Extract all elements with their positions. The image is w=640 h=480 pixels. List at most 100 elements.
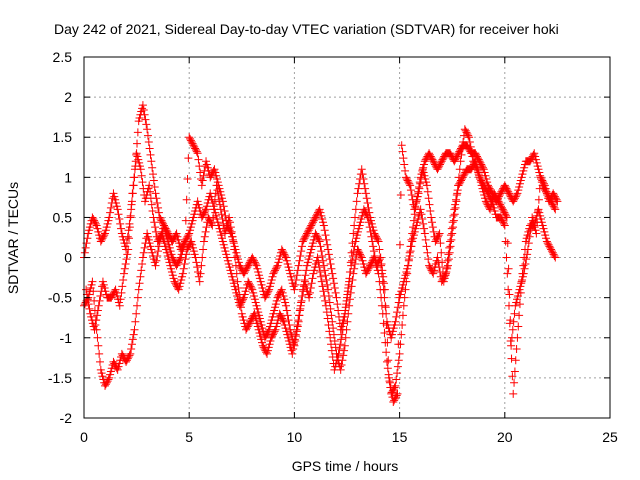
data-point-interp bbox=[165, 258, 174, 267]
data-point-interp bbox=[272, 263, 281, 272]
data-point-interp bbox=[290, 335, 299, 344]
data-point-interp bbox=[511, 192, 520, 201]
data-point-interp bbox=[341, 333, 350, 342]
data-point-interp bbox=[383, 338, 392, 347]
x-tick-label: 5 bbox=[185, 429, 193, 445]
data-point-interp bbox=[458, 144, 467, 153]
data-point-interp bbox=[194, 200, 203, 209]
data-point-interp bbox=[533, 218, 542, 227]
data-point-interp bbox=[308, 239, 317, 248]
data-point-interp bbox=[381, 303, 390, 312]
data-point-interp bbox=[272, 322, 281, 331]
data-point-interp bbox=[460, 170, 469, 179]
data-point-interp bbox=[497, 187, 506, 196]
data-point-interp bbox=[176, 279, 185, 288]
data-point-interp bbox=[244, 320, 253, 329]
data-point-interp bbox=[249, 255, 258, 264]
data-point bbox=[206, 173, 215, 182]
data-point-interp bbox=[279, 248, 288, 257]
data-point-interp bbox=[325, 327, 334, 336]
data-point-interp bbox=[332, 359, 341, 368]
data-point-interp bbox=[405, 251, 414, 260]
data-point bbox=[170, 277, 179, 286]
data-point-interp bbox=[191, 144, 200, 153]
data-point bbox=[292, 325, 301, 334]
data-point bbox=[530, 149, 539, 158]
data-point-interp bbox=[411, 224, 420, 233]
data-point-interp bbox=[413, 218, 422, 227]
data-point-interp bbox=[144, 138, 153, 147]
data-point-interp bbox=[524, 239, 533, 248]
data-point bbox=[300, 277, 309, 286]
data-point-interp bbox=[274, 258, 283, 267]
data-point-interp bbox=[183, 174, 192, 183]
data-point-interp bbox=[314, 258, 323, 267]
data-point-interp bbox=[280, 295, 289, 304]
data-point-interp bbox=[426, 152, 435, 161]
data-point bbox=[223, 253, 232, 262]
data-point-interp bbox=[551, 194, 560, 203]
data-point-interp bbox=[362, 210, 371, 219]
data-point-interp bbox=[353, 227, 362, 236]
data-point-interp bbox=[521, 259, 530, 268]
data-point-interp bbox=[545, 242, 554, 251]
data-point bbox=[185, 133, 194, 142]
data-point bbox=[256, 277, 265, 286]
data-point-interp bbox=[251, 298, 260, 307]
data-point bbox=[542, 237, 551, 246]
data-point-interp bbox=[246, 282, 255, 291]
data-point-interp bbox=[382, 320, 391, 329]
data-point bbox=[538, 221, 547, 230]
data-point-interp bbox=[313, 210, 322, 219]
data-point-interp bbox=[417, 210, 426, 219]
data-point bbox=[435, 229, 444, 238]
data-point-interp bbox=[159, 235, 168, 244]
data-point bbox=[153, 237, 162, 246]
data-point bbox=[90, 325, 99, 334]
data-point-interp bbox=[309, 216, 318, 225]
data-point-interp bbox=[407, 190, 416, 199]
data-point-interp bbox=[85, 304, 94, 313]
data-point-interp bbox=[337, 330, 346, 339]
data-point-interp bbox=[472, 163, 481, 172]
data-point-interp bbox=[450, 210, 459, 219]
data-point-interp bbox=[184, 231, 193, 240]
data-point-interp bbox=[127, 340, 136, 349]
data-point-interp bbox=[313, 234, 322, 243]
data-point-interp bbox=[353, 231, 362, 240]
data-point-interp bbox=[457, 176, 466, 185]
data-point bbox=[502, 213, 511, 222]
data-point-interp bbox=[400, 160, 409, 169]
data-point-interp bbox=[147, 200, 156, 209]
data-point bbox=[107, 293, 116, 302]
data-point-interp bbox=[356, 251, 365, 260]
data-point-interp bbox=[394, 356, 403, 365]
data-point-interp bbox=[446, 242, 455, 251]
data-point-interp bbox=[331, 362, 340, 371]
data-point-interp bbox=[524, 227, 533, 236]
data-point-interp bbox=[271, 300, 280, 309]
data-point-interp bbox=[435, 263, 444, 272]
data-point-interp bbox=[278, 288, 287, 297]
data-point-interp bbox=[392, 375, 401, 384]
data-point-interp bbox=[519, 261, 528, 270]
data-point-interp bbox=[258, 324, 267, 333]
data-point-interp bbox=[394, 298, 403, 307]
data-point-interp bbox=[541, 231, 550, 240]
data-point bbox=[157, 229, 166, 238]
data-point-interp bbox=[496, 200, 505, 209]
data-point-interp bbox=[362, 194, 371, 203]
data-point-interp bbox=[393, 362, 402, 371]
data-point bbox=[433, 253, 442, 262]
data-point-interp bbox=[186, 226, 195, 235]
data-point-interp bbox=[127, 345, 136, 354]
data-point-interp bbox=[99, 280, 108, 289]
data-point-interp bbox=[398, 147, 407, 156]
data-point-interp bbox=[119, 235, 128, 244]
data-point-interp bbox=[254, 308, 263, 317]
data-point bbox=[113, 365, 122, 374]
data-point-interp bbox=[428, 155, 437, 164]
data-point-interp bbox=[149, 170, 158, 179]
data-point-interp bbox=[403, 176, 412, 185]
data-point bbox=[115, 301, 124, 310]
